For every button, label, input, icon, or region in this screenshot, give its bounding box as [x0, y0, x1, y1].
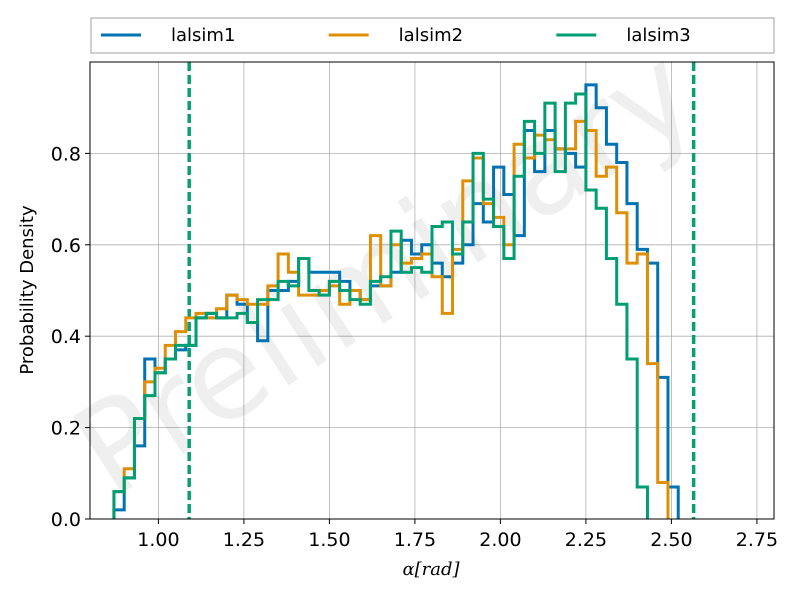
series-line-lalsim3 [112, 92, 649, 519]
y-tick-label-3: 0.6 [51, 235, 81, 257]
y-tick-label-4: 0.8 [51, 143, 81, 165]
x-tick-label-3: 1.75 [394, 529, 436, 551]
reference-lines [187, 62, 696, 519]
legend-entries: lalsim1 lalsim2 lalsim3 [101, 25, 691, 46]
x-axis-ticks: 1.00 1.25 1.50 1.75 2.00 2.25 2.50 2.75 [137, 519, 778, 551]
series-group [112, 83, 680, 519]
x-tick-label-0: 1.00 [137, 529, 179, 551]
y-tick-label-1: 0.2 [51, 418, 81, 440]
x-tick-label-2: 1.50 [308, 529, 350, 551]
legend: lalsim1 lalsim2 lalsim3 [90, 17, 775, 54]
y-axis-label: Probability Density [17, 205, 38, 375]
x-tick-label-4: 2.00 [479, 529, 521, 551]
x-tick-label-1: 1.25 [223, 529, 265, 551]
x-tick-label-6: 2.50 [650, 529, 692, 551]
legend-box [90, 17, 775, 54]
x-tick-label-5: 2.25 [565, 529, 607, 551]
x-tick-label-7: 2.75 [736, 529, 778, 551]
legend-label-lalsim2: lalsim2 [399, 25, 463, 46]
plot-area-frame [89, 61, 775, 520]
legend-label-lalsim3: lalsim3 [626, 25, 690, 46]
y-axis-ticks: 0.0 0.2 0.4 0.6 0.8 [51, 143, 90, 531]
y-tick-label-0: 0.0 [51, 509, 81, 531]
x-axis-label: α[rad] [402, 559, 460, 580]
y-tick-label-2: 0.4 [51, 326, 81, 348]
legend-label-lalsim1: lalsim1 [171, 25, 235, 46]
